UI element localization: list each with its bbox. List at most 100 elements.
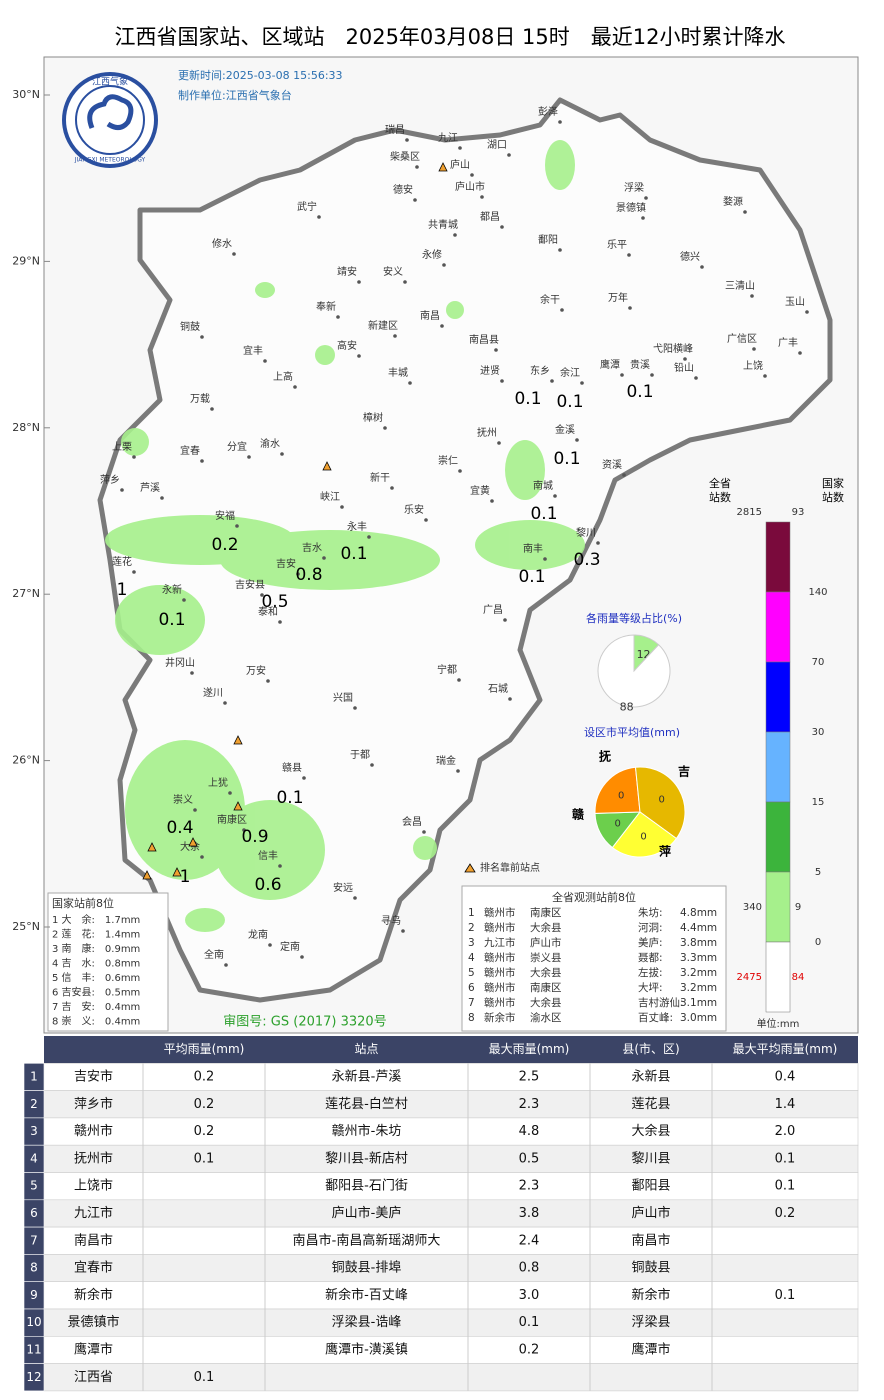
place-dot bbox=[628, 306, 632, 310]
legend-count-national: 93 bbox=[792, 507, 805, 518]
place-dot bbox=[200, 335, 204, 339]
place-dot bbox=[193, 808, 197, 812]
province-top-cell: 3 bbox=[468, 937, 475, 949]
rain-value: 0.4 bbox=[166, 818, 193, 838]
place-dot bbox=[228, 791, 232, 795]
province-top-cell: 6 bbox=[468, 982, 475, 994]
rain-value: 0.1 bbox=[626, 382, 653, 402]
place-label: 新干 bbox=[370, 471, 390, 484]
place-label: 贵溪 bbox=[630, 358, 650, 371]
place-dot bbox=[503, 618, 507, 622]
place-label: 安义 bbox=[383, 265, 403, 278]
city-pie-slice bbox=[611, 811, 678, 858]
place-dot bbox=[370, 763, 374, 767]
place-label: 德兴 bbox=[680, 250, 700, 263]
province-top-cell: 1 bbox=[468, 907, 475, 919]
place-dot bbox=[393, 334, 397, 338]
place-dot bbox=[763, 374, 767, 378]
province-top-cell: 8 bbox=[468, 1012, 475, 1024]
place-dot bbox=[120, 488, 124, 492]
table-cell: 莲花县 bbox=[631, 1096, 670, 1112]
logo bbox=[62, 72, 158, 168]
table-cell: 0.2 bbox=[519, 1342, 540, 1357]
place-label: 永新 bbox=[162, 583, 182, 596]
top-station-marker bbox=[233, 735, 243, 745]
place-label: 赣县 bbox=[282, 761, 302, 774]
top-station-marker bbox=[188, 837, 198, 847]
place-label: 浮梁 bbox=[624, 181, 644, 194]
table-index: 11 bbox=[26, 1342, 41, 1356]
table-row-bg bbox=[43, 1117, 859, 1146]
province-top-cell: 赣州市 bbox=[484, 951, 516, 964]
place-label: 新建区 bbox=[368, 319, 398, 332]
table-cell: 黎川县-新店村 bbox=[325, 1150, 408, 1166]
pie-label: 88 bbox=[620, 701, 634, 714]
legend-swatch bbox=[765, 871, 791, 943]
rain-value: 0.1 bbox=[158, 610, 185, 630]
rain-value: 0.1 bbox=[514, 389, 541, 409]
place-label: 宜黄 bbox=[470, 484, 490, 497]
rain-value: 0.3 bbox=[573, 550, 600, 570]
legend-unit: 单位:mm bbox=[757, 1017, 800, 1030]
pie-title: 各雨量等级占比(%) bbox=[586, 611, 682, 625]
place-label: 余干 bbox=[540, 293, 560, 306]
place-label: 进贤 bbox=[480, 365, 500, 377]
table-index: 2 bbox=[30, 1097, 38, 1111]
place-label: 宜丰 bbox=[243, 344, 263, 357]
place-dot bbox=[317, 215, 321, 219]
legend-swatch bbox=[765, 591, 791, 663]
rain-value: 1 bbox=[180, 867, 191, 887]
place-label: 庐山市 bbox=[455, 180, 485, 193]
province-top-cell: 渝水区 bbox=[530, 1011, 562, 1024]
place-dot bbox=[620, 373, 624, 377]
place-dot bbox=[683, 357, 687, 361]
province-top-cell: 7 bbox=[468, 997, 475, 1009]
place-label: 三清山 bbox=[725, 279, 755, 292]
table-cell: 新余市 bbox=[74, 1287, 113, 1303]
place-dot bbox=[453, 233, 457, 237]
table-cell: 0.2 bbox=[194, 1124, 215, 1139]
national-top-row: 6 吉安县: 0.5mm bbox=[52, 986, 140, 999]
city-pie-value: 0 bbox=[658, 795, 664, 806]
legend-count-all: 2475 bbox=[737, 972, 762, 983]
national-top-title: 国家站前8位 bbox=[52, 896, 114, 910]
place-dot bbox=[405, 138, 409, 142]
province-top-cell: 南康区 bbox=[530, 981, 562, 994]
title: 江西省国家站、区域站 2025年03月08日 15时 最近12小时累计降水 bbox=[114, 25, 785, 49]
province-top-cell: 聂都: bbox=[638, 952, 663, 964]
table-cell: 黎川县 bbox=[631, 1151, 670, 1166]
place-dot bbox=[367, 535, 371, 539]
legend-header: 全省 bbox=[709, 476, 731, 490]
place-label: 靖安 bbox=[337, 265, 357, 278]
place-dot bbox=[480, 195, 484, 199]
legend-header: 国家 bbox=[822, 476, 844, 490]
table-cell: 0.8 bbox=[519, 1261, 540, 1276]
place-label: 九江 bbox=[438, 132, 458, 144]
place-label: 瑞金 bbox=[436, 754, 456, 767]
table-cell: 江西省 bbox=[74, 1370, 113, 1385]
place-dot bbox=[293, 385, 297, 389]
place-label: 婺源 bbox=[723, 195, 743, 208]
place-label: 柴桑区 bbox=[390, 150, 420, 163]
place-dot bbox=[322, 556, 326, 560]
city-pie-slice bbox=[594, 766, 641, 814]
top-station-marker bbox=[322, 461, 332, 471]
table-cell: 0.1 bbox=[519, 1315, 540, 1330]
place-label: 会昌 bbox=[402, 815, 422, 828]
place-dot bbox=[383, 426, 387, 430]
lat-label: 30°N bbox=[12, 88, 40, 101]
province-top-cell: 大余县 bbox=[530, 966, 562, 979]
legend-swatch bbox=[765, 521, 791, 593]
place-label: 瑞昌 bbox=[385, 124, 405, 136]
place-dot bbox=[500, 379, 504, 383]
place-label: 峡江 bbox=[320, 490, 340, 503]
table-cell: 0.2 bbox=[194, 1069, 215, 1084]
table-cell: 1.4 bbox=[775, 1097, 796, 1112]
table-cell: 吉安市 bbox=[74, 1068, 113, 1084]
place-dot bbox=[494, 348, 498, 352]
place-dot bbox=[232, 252, 236, 256]
table-index: 9 bbox=[30, 1288, 38, 1302]
national-top-row: 4 吉 水: 0.8mm bbox=[52, 958, 140, 970]
place-label: 永丰 bbox=[347, 520, 367, 533]
province-top-cell: 3.8mm bbox=[680, 937, 717, 949]
